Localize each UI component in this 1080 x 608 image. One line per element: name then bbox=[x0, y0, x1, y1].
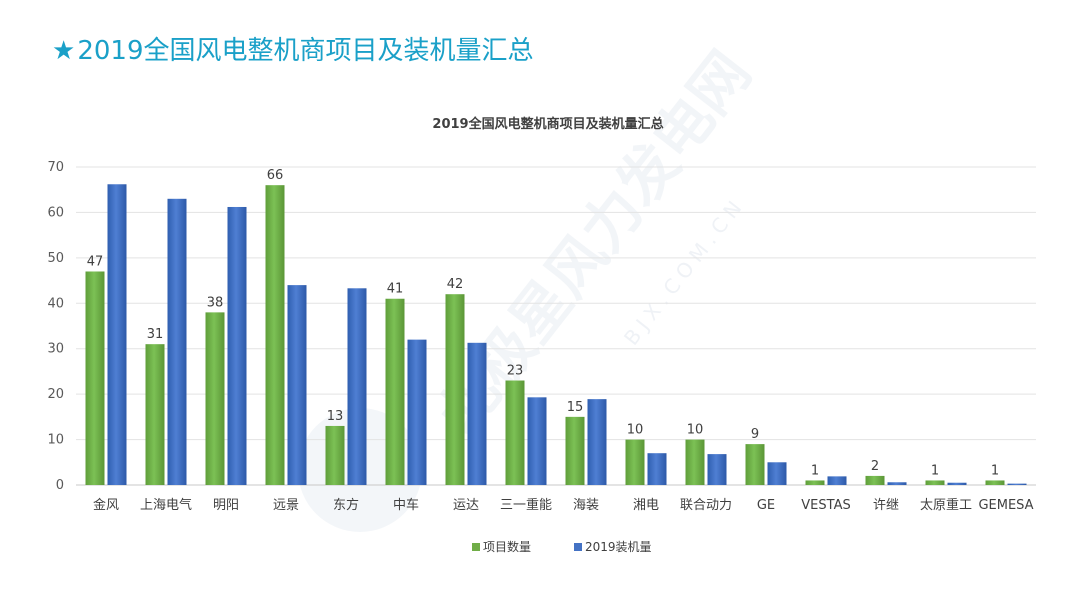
x-tick-label: 明阳 bbox=[213, 498, 239, 513]
x-tick-label: 湘电 bbox=[633, 498, 659, 513]
bar-installed-capacity bbox=[107, 184, 127, 485]
data-label: 2 bbox=[871, 459, 879, 474]
x-tick-label: 海装 bbox=[573, 498, 599, 513]
x-tick-label: 运达 bbox=[453, 498, 479, 513]
y-tick-label: 0 bbox=[56, 478, 64, 493]
data-label: 66 bbox=[267, 168, 284, 183]
bar-installed-capacity bbox=[407, 339, 427, 485]
legend: 项目数量 2019装机量 bbox=[472, 539, 652, 554]
bar-installed-capacity bbox=[707, 454, 727, 485]
bar-installed-capacity bbox=[527, 397, 547, 485]
bar-installed-capacity bbox=[347, 288, 367, 485]
bar-project-count bbox=[745, 444, 765, 485]
legend-swatch-project-count bbox=[472, 543, 480, 551]
chart-title: 2019全国风电整机商项目及装机量汇总 bbox=[432, 116, 663, 132]
legend-label: 项目数量 bbox=[483, 539, 531, 554]
x-tick-label: 东方 bbox=[333, 497, 359, 513]
bar-project-count bbox=[85, 271, 105, 485]
x-tick-label: 远景 bbox=[273, 498, 299, 513]
bar-project-count bbox=[205, 312, 225, 485]
data-label: 23 bbox=[507, 364, 524, 379]
legend-swatch-installed-capacity bbox=[574, 543, 582, 551]
bar-project-count bbox=[925, 480, 945, 485]
bar-project-count bbox=[685, 439, 705, 485]
data-label: 10 bbox=[627, 423, 644, 438]
bar-project-count bbox=[805, 480, 825, 485]
x-tick-label: VESTAS bbox=[801, 498, 850, 513]
y-tick-label: 70 bbox=[47, 160, 64, 175]
bar-installed-capacity bbox=[287, 285, 307, 485]
bar-installed-capacity bbox=[887, 482, 907, 485]
bar-installed-capacity bbox=[227, 206, 247, 485]
bar-project-count bbox=[145, 344, 165, 485]
data-label: 10 bbox=[687, 423, 704, 438]
bar-installed-capacity bbox=[467, 342, 487, 485]
data-label: 1 bbox=[811, 463, 819, 478]
star-icon: ★ bbox=[52, 36, 76, 66]
data-label: 31 bbox=[147, 327, 164, 342]
bar-project-count bbox=[625, 439, 645, 485]
bar-project-count bbox=[325, 425, 345, 485]
bar-project-count bbox=[265, 185, 285, 485]
data-label: 1 bbox=[991, 463, 999, 478]
bars bbox=[85, 184, 1027, 486]
bar-installed-capacity bbox=[767, 462, 787, 485]
y-tick-label: 50 bbox=[47, 251, 64, 266]
y-tick-label: 10 bbox=[47, 433, 64, 448]
data-label: 13 bbox=[327, 409, 344, 424]
y-tick-label: 40 bbox=[47, 296, 64, 311]
data-label: 15 bbox=[567, 400, 584, 415]
data-label: 47 bbox=[87, 254, 104, 269]
slide-title: ★2019全国风电整机商项目及装机量汇总 bbox=[52, 30, 533, 67]
bar-project-count bbox=[985, 480, 1005, 485]
y-axis: 0 10 20 30 40 50 60 70 bbox=[47, 160, 64, 493]
bar-installed-capacity bbox=[647, 453, 667, 485]
x-tick-label: 联合动力 bbox=[680, 498, 732, 513]
y-tick-label: 30 bbox=[47, 342, 64, 357]
bar-project-count bbox=[445, 294, 465, 485]
y-tick-label: 20 bbox=[47, 387, 64, 402]
bar-installed-capacity bbox=[947, 482, 967, 485]
bar-installed-capacity bbox=[167, 198, 187, 486]
bar-project-count bbox=[565, 416, 585, 485]
slide-title-text: 2019全国风电整机商项目及装机量汇总 bbox=[77, 36, 534, 66]
bar-installed-capacity bbox=[587, 399, 607, 485]
x-tick-label: 许继 bbox=[873, 498, 899, 513]
data-label: 9 bbox=[751, 427, 759, 442]
data-label: 38 bbox=[207, 295, 224, 310]
data-label: 1 bbox=[931, 463, 939, 478]
bar-installed-capacity bbox=[1007, 483, 1027, 485]
x-tick-label: 三一重能 bbox=[500, 497, 552, 513]
legend-label: 2019装机量 bbox=[585, 540, 652, 554]
x-tick-label: 上海电气 bbox=[140, 497, 192, 513]
x-tick-label: 金风 bbox=[93, 497, 119, 513]
y-tick-label: 60 bbox=[47, 205, 64, 220]
data-label: 42 bbox=[447, 277, 464, 292]
data-labels: 47 31 38 66 13 41 42 23 15 10 10 9 1 2 1 1 bbox=[87, 168, 999, 478]
bar-project-count bbox=[385, 298, 405, 485]
bar-installed-capacity bbox=[827, 476, 847, 485]
bar-project-count bbox=[865, 475, 885, 485]
x-tick-label: 中车 bbox=[393, 497, 419, 513]
data-label: 41 bbox=[387, 282, 404, 297]
x-tick-label: 太原重工 bbox=[920, 497, 972, 513]
x-tick-label: GEMESA bbox=[978, 498, 1033, 513]
bar-project-count bbox=[505, 380, 525, 485]
x-tick-label: GE bbox=[757, 498, 775, 513]
x-axis: 金风 上海电气 明阳 远景 东方 中车 运达 三一重能 海装 湘电 联合动力 GE VESTAS 许继 太原… bbox=[93, 497, 1034, 513]
